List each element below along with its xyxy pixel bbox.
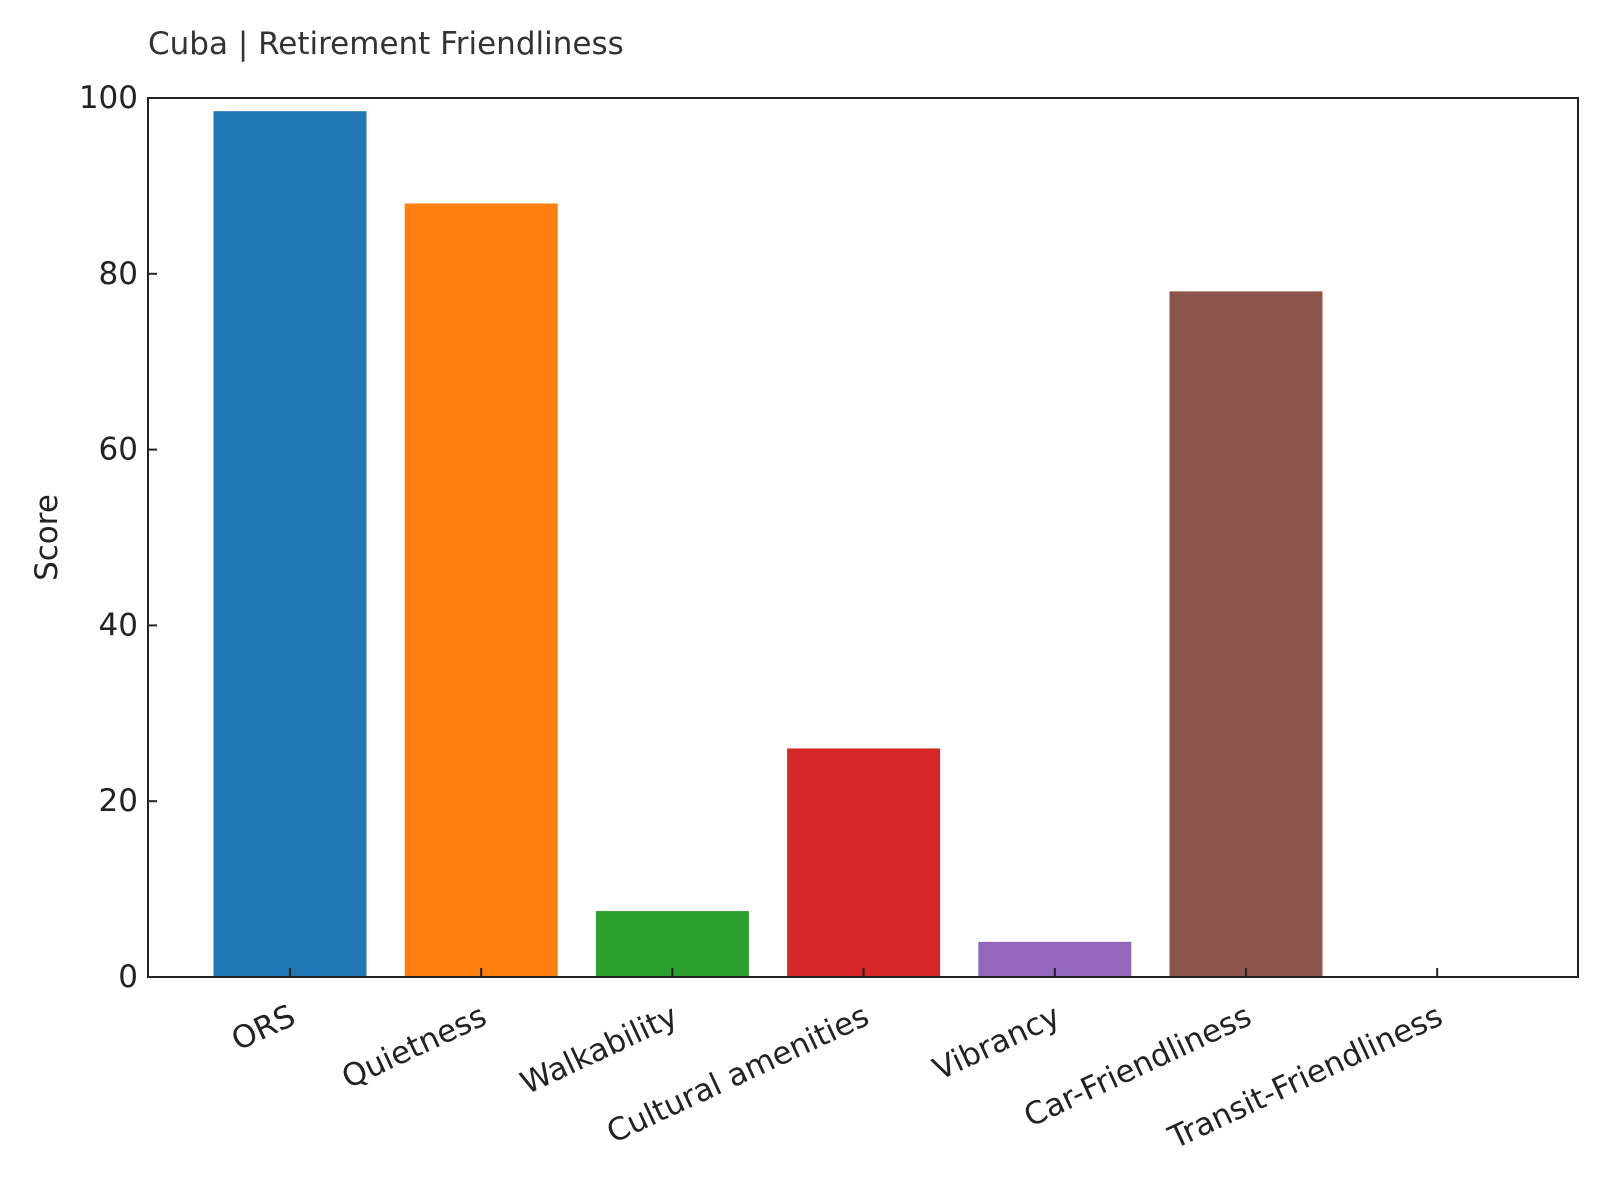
chart-title: Cuba | Retirement Friendliness — [148, 26, 624, 62]
bars-layer — [213, 111, 1323, 978]
x-tick-label: ORS — [226, 998, 301, 1058]
y-tick-label: 80 — [99, 256, 138, 292]
y-axis: 0 20 40 60 80 100 — [79, 80, 157, 995]
y-tick-label: 60 — [99, 432, 138, 468]
y-tick-label: 0 — [118, 959, 138, 995]
y-tick-label: 20 — [99, 783, 138, 819]
bar-car-friendliness — [1169, 291, 1323, 977]
bar-cultural-amenities — [787, 748, 941, 977]
y-axis-title: Score — [29, 494, 65, 581]
bar-walkability — [595, 911, 749, 977]
x-tick-label: Walkability — [515, 998, 683, 1102]
x-tick-label: Vibrancy — [928, 998, 1066, 1088]
bar-quietness — [404, 203, 558, 978]
y-tick-label: 100 — [79, 80, 138, 116]
bar-ors — [213, 111, 367, 977]
x-tick-label: Quietness — [336, 998, 492, 1096]
y-tick-label: 40 — [99, 607, 138, 643]
